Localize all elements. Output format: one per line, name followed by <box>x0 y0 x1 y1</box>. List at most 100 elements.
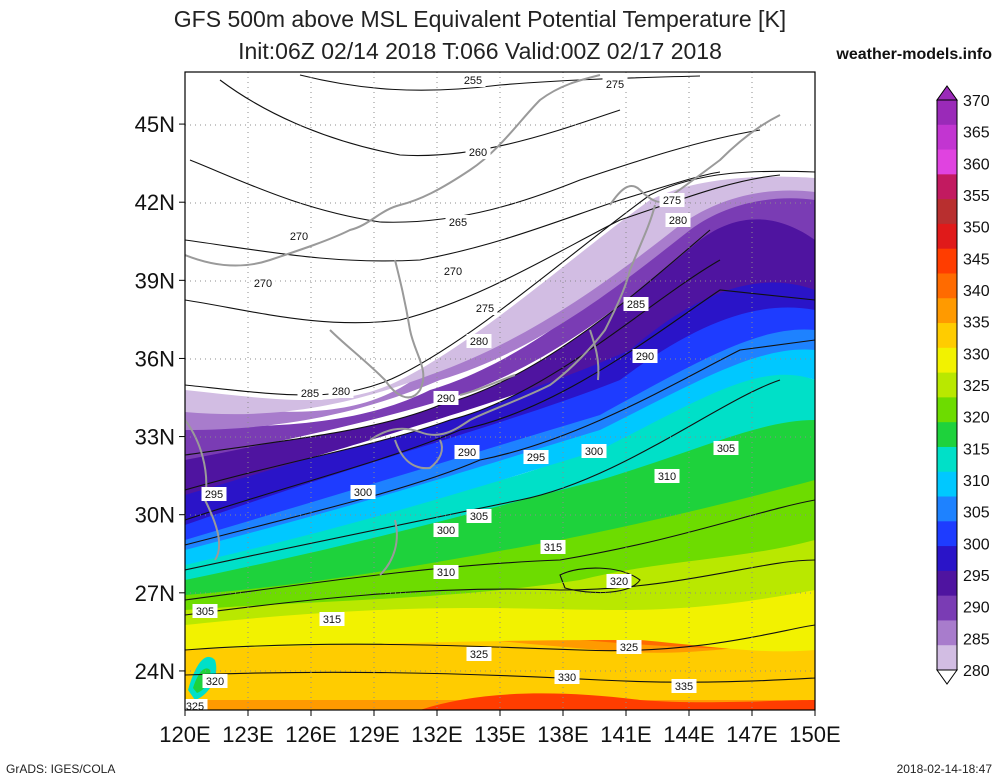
contour-label-bg <box>433 565 459 579</box>
contour-label-bg <box>192 604 218 618</box>
colorbar-label: 290 <box>963 600 990 617</box>
lat-lon-grid <box>185 72 815 710</box>
contour-label: 325 <box>186 701 204 713</box>
colorbar-swatch <box>937 323 957 349</box>
contour-label: 315 <box>544 542 562 554</box>
x-tick-label: 138E <box>537 722 588 747</box>
colorbar-swatch <box>937 298 957 324</box>
colorbar-swatch <box>937 273 957 299</box>
contour-label: 320 <box>206 676 224 688</box>
contour-label-bg <box>466 509 492 523</box>
colorbar-label: 335 <box>963 315 990 332</box>
contour-label-bg <box>523 450 549 464</box>
contour-label: 275 <box>663 195 681 207</box>
footer-timestamp: 2018-02-14-18:47 <box>896 762 992 776</box>
contour-label: 325 <box>470 649 488 661</box>
colorbar-swatch <box>937 546 957 572</box>
y-tick-label: 33N <box>135 425 175 450</box>
colorbar-swatch <box>937 124 957 151</box>
band-280 <box>185 182 815 430</box>
y-tick-label: 42N <box>135 190 175 215</box>
x-tick-label: 147E <box>726 722 777 747</box>
band-275 <box>185 176 815 415</box>
contour-label: 295 <box>205 489 223 501</box>
contour-label: 270 <box>444 266 462 278</box>
contour-label-bg <box>350 485 376 499</box>
colorbar-swatch <box>937 174 957 200</box>
colorbar-swatch <box>937 620 957 646</box>
colorbar-label: 350 <box>963 220 990 237</box>
colorbar-swatch <box>937 446 957 473</box>
contour-label: 270 <box>290 231 308 243</box>
y-axis: 24N 27N 30N 33N 36N 39N 42N 45N <box>135 112 185 684</box>
colorbar-swatch <box>937 570 957 597</box>
colorbar-swatch <box>937 471 957 498</box>
contour-lines <box>185 74 815 683</box>
contour-label: 270 <box>254 278 272 290</box>
x-tick-label: 129E <box>348 722 399 747</box>
x-axis: 120E 123E 126E 129E 132E 135E 138E 141E 144E 147E… <box>159 710 841 747</box>
contour-label: 285 <box>301 388 319 400</box>
contour-label-bg <box>465 145 491 159</box>
band-285d <box>185 211 815 495</box>
contour-label: 285 <box>627 299 645 311</box>
y-tick-label: 45N <box>135 112 175 137</box>
colorbar-label: 360 <box>963 156 990 173</box>
contour-label: 290 <box>437 393 455 405</box>
x-tick-label: 132E <box>411 722 462 747</box>
contour-label-bg <box>250 276 276 290</box>
contour-label: 325 <box>620 642 638 654</box>
colorbar-label: 370 <box>963 93 990 110</box>
contour-label-bg <box>445 215 471 229</box>
contour-label: 335 <box>675 681 693 693</box>
colorbar-swatch <box>937 347 957 374</box>
colorbar-label: 280 <box>963 663 990 680</box>
contour-label-bg <box>665 213 691 227</box>
colorbar-label: 355 <box>963 188 990 205</box>
chart-title: GFS 500m above MSL Equivalent Potential … <box>173 6 787 32</box>
contour-label: 310 <box>658 471 676 483</box>
contour-label: 290 <box>636 351 654 363</box>
contour-label-bg <box>616 640 642 654</box>
contour-label: 305 <box>196 606 214 618</box>
contour-label-bg <box>319 612 345 626</box>
contour-label-bg <box>659 193 685 207</box>
contour-label-bg <box>713 441 739 455</box>
contour-label-bg <box>460 73 486 87</box>
contour-label-bg <box>606 574 632 588</box>
x-tick-label: 141E <box>600 722 651 747</box>
contour-label: 260 <box>469 147 487 159</box>
contour-label: 305 <box>470 511 488 523</box>
colorbar-label: 345 <box>963 251 990 268</box>
contour-label: 330 <box>558 672 576 684</box>
y-tick-label: 39N <box>135 268 175 293</box>
colorbar-swatch <box>937 595 957 621</box>
contour-label: 295 <box>527 452 545 464</box>
y-tick-label: 36N <box>135 346 175 371</box>
band-340 <box>420 693 815 710</box>
contour-label: 320 <box>610 576 628 588</box>
contour-label-bg <box>433 391 459 405</box>
colorbar-swatch <box>937 496 957 522</box>
contour-label-bg <box>554 670 580 684</box>
colorbar-label: 300 <box>963 536 990 553</box>
contour-label: 275 <box>476 303 494 315</box>
brand-label[interactable]: weather-models.info <box>836 46 992 63</box>
band-285 <box>185 189 815 461</box>
colorbar-label: 340 <box>963 283 990 300</box>
contour-label-bg <box>297 386 323 400</box>
x-tick-label: 120E <box>159 722 210 747</box>
colorbar-swatch <box>937 645 957 671</box>
contour-label: 310 <box>437 567 455 579</box>
colorbar-frame <box>936 99 958 671</box>
contour-label: 315 <box>323 614 341 626</box>
x-tick-label: 126E <box>285 722 336 747</box>
colorbar-swatch <box>937 521 957 547</box>
contour-label: 280 <box>669 215 687 227</box>
colorbar-swatch <box>937 149 957 175</box>
x-tick-label: 144E <box>663 722 714 747</box>
contour-label-bg <box>466 647 492 661</box>
colorbar-swatch <box>937 100 957 126</box>
contour-labels: 255 260 265 270 270 270 275 275 275 280 280 280 285 2… <box>185 73 739 713</box>
